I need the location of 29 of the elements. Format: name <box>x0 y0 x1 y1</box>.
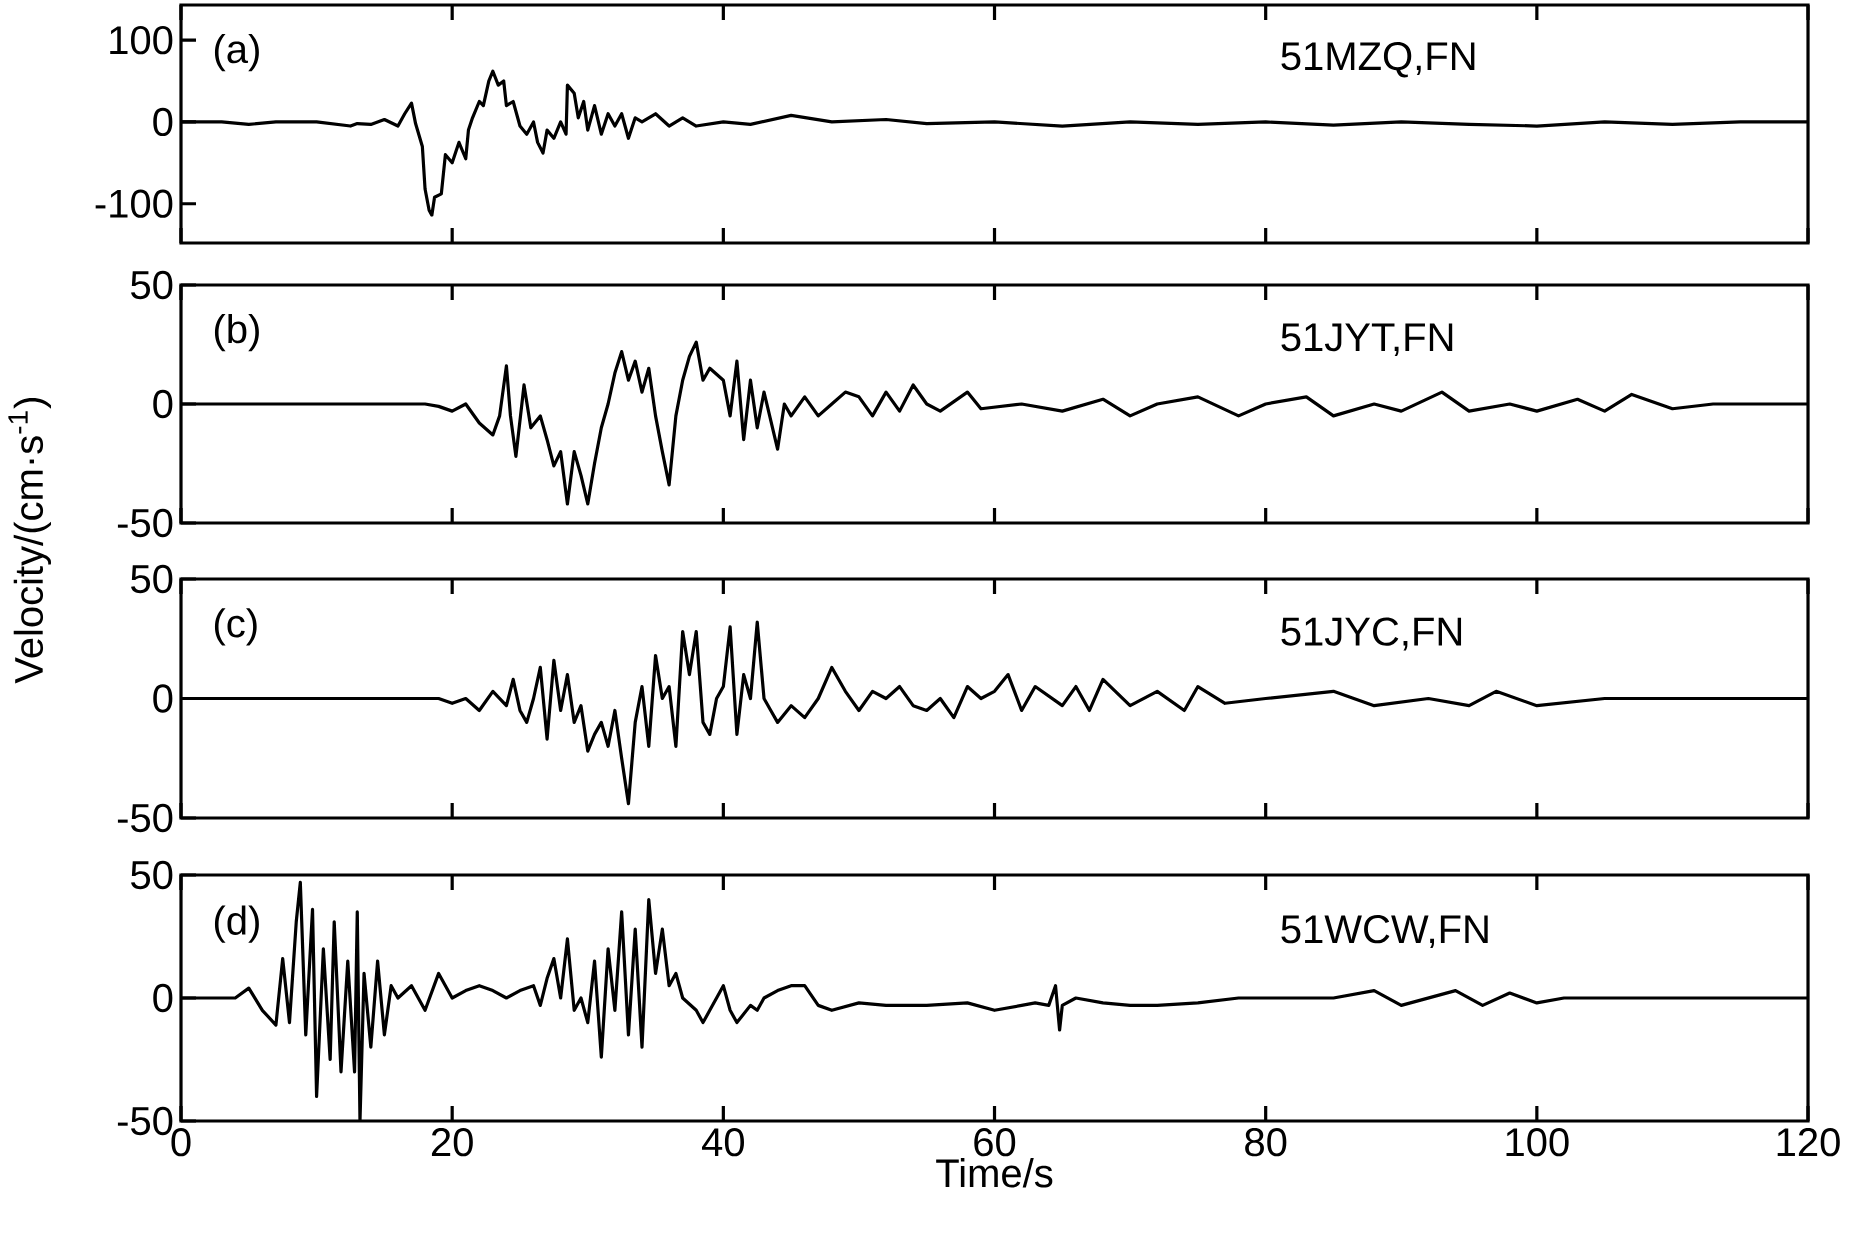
x-tick-label: 20 <box>431 1128 473 1157</box>
y-tick-label: 0 <box>153 107 173 137</box>
y-tick-label: 0 <box>153 389 173 419</box>
y-axis-title: Velocity/(cm·s$^{-1}$) <box>8 398 52 684</box>
annotation: (a) <box>214 33 259 72</box>
annotation: 51WCW,FN <box>1281 915 1488 949</box>
x-tick-label: 60 <box>974 1128 1016 1157</box>
y-tick-label: -50 <box>117 1106 173 1136</box>
y-tick-label: -100 <box>95 189 173 218</box>
y-tick-label: 50 <box>131 270 173 300</box>
x-tick-label: 120 <box>1777 1128 1840 1157</box>
y-tick-label: 50 <box>131 860 173 890</box>
x-axis-title: Time/s <box>936 1158 1053 1188</box>
x-tick-label: 100 <box>1506 1128 1569 1157</box>
x-tick-label: 80 <box>1245 1128 1287 1157</box>
x-tick-label: 0 <box>171 1128 191 1157</box>
y-tick-label: 50 <box>131 564 173 594</box>
y-tick-label: 0 <box>153 983 173 1013</box>
annotation: 51JYT,FN <box>1281 323 1453 357</box>
y-tick-label: 100 <box>110 26 173 55</box>
annotation: (d) <box>214 905 259 943</box>
annotation: (b) <box>214 313 259 352</box>
y-tick-label: -50 <box>117 508 173 538</box>
annotation: 51JYC,FN <box>1281 617 1462 651</box>
y-tick-label: 0 <box>153 684 173 713</box>
y-tick-label: -50 <box>117 803 173 833</box>
x-tick-label: 40 <box>702 1128 745 1157</box>
annotation: 51MZQ,FN <box>1281 41 1475 78</box>
annotation: (c) <box>214 608 257 646</box>
